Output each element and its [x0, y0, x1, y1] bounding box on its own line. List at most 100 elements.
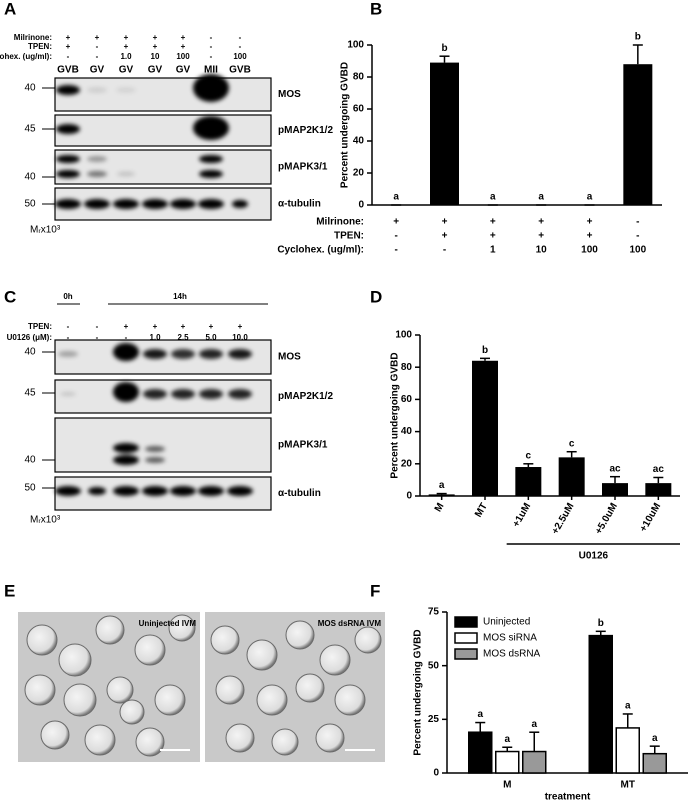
- treatment-value: +: [124, 42, 129, 51]
- band-label: MOS: [278, 352, 301, 363]
- treatment-value: 100: [581, 245, 598, 256]
- image-label: MOS dsRNA IVM: [318, 619, 382, 628]
- significance-letter: a: [652, 733, 658, 744]
- treatment-value: 1.0: [120, 52, 132, 61]
- treatment-value: +: [393, 217, 399, 228]
- band: [88, 487, 106, 495]
- bar: [468, 731, 493, 774]
- x-tick-label: M: [433, 501, 447, 514]
- y-tick-label: 40: [353, 136, 365, 147]
- mw-marker: 50: [24, 199, 36, 210]
- band: [87, 156, 107, 162]
- band: [171, 389, 195, 399]
- lane-label: GVB: [57, 65, 79, 76]
- x-tick-label: +2.5uM: [550, 501, 577, 536]
- band: [198, 199, 224, 209]
- treatment-value: 100: [233, 52, 247, 61]
- band: [143, 349, 167, 359]
- band: [58, 351, 78, 357]
- significance-letter: b: [441, 43, 447, 54]
- panel-label: E: [4, 581, 15, 600]
- treatment-value: 2.5: [177, 333, 189, 342]
- bar: [472, 360, 498, 496]
- treatment-value: -: [394, 231, 397, 242]
- significance-letter: a: [393, 192, 399, 203]
- lane-label: GV: [176, 65, 191, 76]
- y-tick-label: 0: [433, 768, 439, 779]
- band-label: MOS: [278, 89, 301, 100]
- treatment-value: +: [95, 33, 100, 42]
- lane-label: GV: [148, 65, 163, 76]
- mw-marker: 50: [24, 483, 36, 494]
- bar: [428, 494, 455, 496]
- axes: [371, 45, 662, 206]
- y-axis-label: Percent undergoing GVBD: [390, 352, 401, 478]
- treatment-value: +: [153, 322, 158, 331]
- x-tick-label: +1uM: [511, 501, 533, 529]
- panel-label: B: [370, 0, 382, 18]
- legend-label: MOS siRNA: [483, 633, 537, 644]
- x-tick-label: MT: [473, 501, 490, 519]
- legend-label: MOS dsRNA: [483, 649, 541, 660]
- treatment-value: 1: [490, 245, 496, 256]
- band: [56, 85, 80, 95]
- treatment-value: 100: [176, 52, 190, 61]
- treatment-value: +: [538, 217, 544, 228]
- significance-letter: a: [490, 192, 496, 203]
- band: [145, 446, 165, 452]
- significance-letter: b: [482, 345, 488, 356]
- lane-label: GVB: [229, 65, 251, 76]
- treatment-value: -: [210, 33, 213, 42]
- x-tick-label: MT: [621, 780, 635, 791]
- significance-letter: b: [635, 32, 641, 43]
- bar: [615, 727, 640, 774]
- band: [193, 74, 229, 102]
- treatment-value: +: [181, 322, 186, 331]
- band: [199, 170, 223, 178]
- treatment-label: Cyclohex. (ug/ml):: [277, 245, 364, 256]
- band: [143, 389, 167, 399]
- bands: [58, 343, 252, 361]
- treatment-label: Milrinone:: [14, 33, 52, 42]
- band: [171, 349, 195, 359]
- treatment-value: -: [96, 333, 99, 342]
- bar: [558, 457, 585, 496]
- significance-letter: a: [538, 192, 544, 203]
- significance-letter: a: [625, 701, 631, 712]
- bar: [430, 62, 459, 205]
- treatment-value: -: [210, 52, 213, 61]
- treatment-value: -: [67, 322, 70, 331]
- panel-label: D: [370, 287, 382, 306]
- band: [170, 199, 196, 209]
- treatment-value: -: [443, 245, 446, 256]
- band: [56, 155, 80, 163]
- legend-swatch: [454, 632, 478, 644]
- band-label: pMAP2K1/2: [278, 391, 333, 402]
- band: [198, 486, 224, 496]
- treatment-value: -: [67, 333, 70, 342]
- significance-letter: a: [531, 719, 537, 730]
- y-tick-label: 60: [401, 394, 413, 405]
- bar: [623, 64, 653, 205]
- band: [56, 124, 80, 134]
- band: [199, 155, 223, 163]
- blot-box: [54, 417, 272, 473]
- treatment-value: 5.0: [205, 333, 217, 342]
- band: [113, 443, 139, 453]
- treatment-value: +: [538, 231, 544, 242]
- treatment-label: Milrinone:: [316, 217, 364, 228]
- micrograph: [205, 612, 385, 762]
- y-tick-label: 50: [428, 660, 440, 671]
- treatment-value: +: [66, 42, 71, 51]
- band-label: pMAPK3/1: [278, 162, 328, 173]
- mw-marker: 40: [24, 83, 36, 94]
- band-label: α-tubulin: [278, 199, 321, 210]
- bands: [56, 74, 229, 102]
- treatment-value: +: [181, 33, 186, 42]
- timepoint: 14h: [173, 292, 187, 301]
- mw-marker: 40: [24, 455, 36, 466]
- band: [193, 116, 229, 140]
- treatment-label: TPEN:: [28, 42, 52, 51]
- bands: [113, 443, 165, 465]
